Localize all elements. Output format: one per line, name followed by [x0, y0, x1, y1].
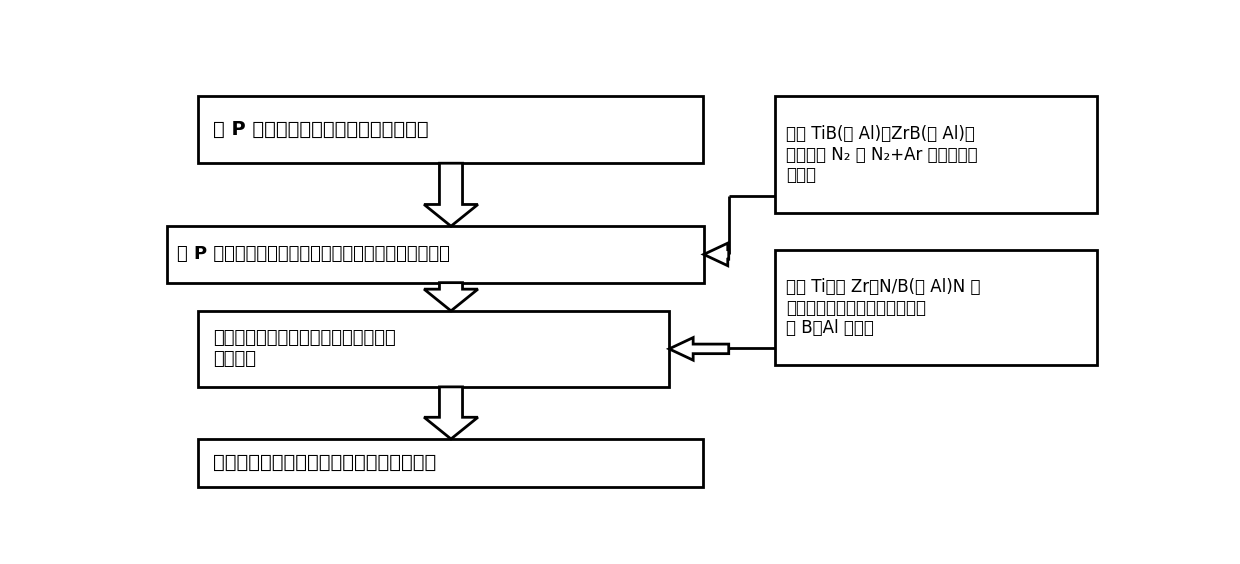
Bar: [775, 250, 1096, 365]
Bar: [167, 226, 704, 283]
Text: 利用 Ti（或 Zr）N/B(或 Al)N 双
层交替生长，通过高温热扩散实
现 B、Al 的掺杂: 利用 Ti（或 Zr）N/B(或 Al)N 双 层交替生长，通过高温热扩散实 现…: [786, 278, 981, 337]
Text: 在 P 型半导体上沉积金属性的三元过渡金属氮化物薄膜: 在 P 型半导体上沉积金属性的三元过渡金属氮化物薄膜: [177, 245, 450, 263]
Text: 对 P 型半导体衬底进行清洗和表面处理: 对 P 型半导体衬底进行清洗和表面处理: [213, 120, 428, 139]
Text: 利用 TiB(或 Al)、ZrB(或 Al)靶
材直接在 N₂ 或 N₂+Ar 气混合气氛
下生长: 利用 TiB(或 Al)、ZrB(或 Al)靶 材直接在 N₂ 或 N₂+Ar …: [786, 125, 978, 184]
Bar: [198, 439, 703, 487]
Polygon shape: [424, 283, 477, 311]
Text: 对所生长的金属性氮化物薄膜进行高温
原位退火: 对所生长的金属性氮化物薄膜进行高温 原位退火: [213, 329, 396, 368]
Polygon shape: [670, 338, 729, 360]
Polygon shape: [704, 243, 729, 266]
Text: 光刻，制备传输线模型，完成欧姆接触制备: 光刻，制备传输线模型，完成欧姆接触制备: [213, 453, 436, 473]
Bar: [198, 311, 670, 387]
Polygon shape: [424, 163, 477, 226]
Polygon shape: [424, 387, 477, 439]
Bar: [775, 96, 1096, 213]
Bar: [198, 96, 703, 163]
